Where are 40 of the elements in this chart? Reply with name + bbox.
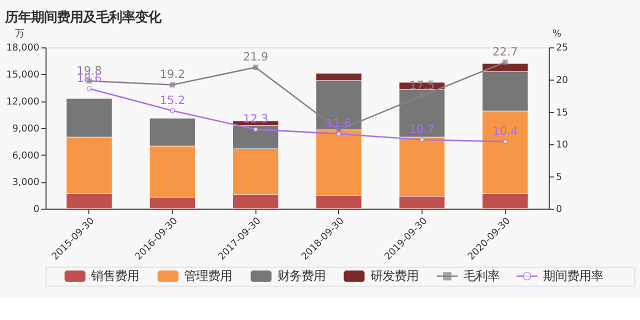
data-label: 17.5 (409, 78, 435, 92)
point (253, 126, 258, 132)
y-tick-label: 3,000 (12, 177, 40, 188)
legend-label: 管理费用 (184, 269, 232, 284)
y-tick-label: 15,000 (6, 70, 40, 81)
point (336, 131, 342, 136)
point (253, 64, 258, 70)
legend-label: 研发费用 (370, 269, 418, 284)
point (336, 127, 342, 133)
point (502, 139, 508, 144)
data-label: 22.7 (492, 44, 518, 59)
y2-tick-label: 5 (556, 172, 562, 183)
y-tick-label: 12,000 (6, 96, 40, 108)
point (170, 108, 176, 114)
legend-label: 期间费用率 (543, 269, 604, 284)
data-label: 15.2 (160, 93, 186, 108)
y2-tick-label: 15 (556, 107, 568, 118)
legend-label: 毛利率 (463, 269, 500, 284)
point (502, 60, 508, 65)
y-tick-label: 0 (33, 204, 40, 216)
y2-tick-label: 20 (556, 74, 568, 86)
data-label: 11.6 (326, 116, 352, 130)
data-label: 19.2 (160, 67, 186, 82)
data-label: 10.4 (492, 124, 518, 138)
legend-label: 财务费用 (277, 269, 326, 284)
legend-label: 销售费用 (90, 269, 140, 284)
point (419, 137, 425, 142)
point (170, 82, 176, 88)
data-label: 10.7 (409, 122, 435, 136)
y-axis-title: 万 (14, 28, 24, 40)
y2-tick-label: 10 (556, 140, 568, 151)
chart-title: 历年期间费用及毛利率变化 (4, 9, 162, 26)
y-tick-label: 9,000 (12, 123, 40, 134)
y-tick-label: 18,000 (6, 42, 40, 54)
y-tick-label: 6,000 (12, 150, 40, 162)
point (86, 86, 92, 92)
y2-axis-title: % (552, 28, 562, 40)
y2-tick-label: 25 (556, 42, 568, 54)
y2-tick-label: 0 (556, 204, 562, 216)
data-label: 21.9 (242, 50, 268, 64)
